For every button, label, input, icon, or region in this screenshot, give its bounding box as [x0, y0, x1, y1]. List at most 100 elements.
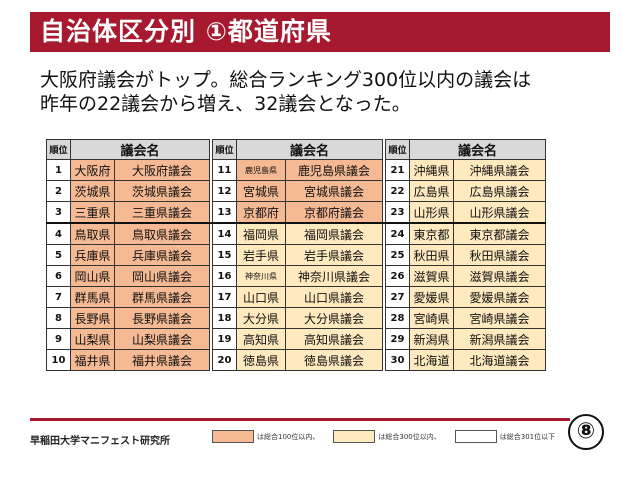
organization-name: 早稲田大学マニフェスト研究所	[30, 436, 170, 447]
rank-cell: 4	[46, 222, 71, 245]
column-gap	[382, 328, 386, 350]
rank-cell: 26	[385, 265, 410, 287]
assembly-cell: 岡山県議会	[114, 265, 210, 287]
assembly-cell: 北海道議会	[453, 349, 546, 371]
legend: は総合100位以内、 は総合300位以内、 は総合301位以下	[212, 430, 569, 443]
prefecture-cell: 群馬県	[70, 286, 115, 308]
table-row: 8 長野県 長野県議会 18 大分県 大分県議会 28 宮崎県 宮崎県議会	[46, 307, 546, 329]
assembly-cell: 新潟県議会	[453, 328, 546, 350]
prefecture-cell: 愛媛県	[409, 286, 454, 308]
prefecture-cell: 北海道	[409, 349, 454, 371]
assembly-cell: 福岡県議会	[285, 222, 383, 245]
rank-header: 順位	[385, 139, 410, 160]
prefecture-cell: 長野県	[70, 307, 115, 329]
column-gap	[382, 180, 386, 202]
column-gap	[209, 349, 213, 371]
column-gap	[209, 244, 213, 266]
table-row: 3 三重県 三重県議会 13 京都府 京都府議会 23 山形県 山形県議会	[46, 201, 546, 224]
prefecture-cell: 茨城県	[70, 180, 115, 202]
table-header-row: 順位 議会名 順位 議会名 順位 議会名	[46, 139, 546, 160]
rank-cell: 19	[212, 328, 237, 350]
column-gap	[382, 349, 386, 371]
column-gap	[209, 180, 213, 202]
assembly-cell: 徳島県議会	[285, 349, 383, 371]
column-gap	[209, 139, 213, 160]
assembly-cell: 群馬県議会	[114, 286, 210, 308]
prefecture-cell: 高知県	[236, 328, 286, 350]
column-gap	[209, 307, 213, 329]
prefecture-cell: 大阪府	[70, 159, 115, 181]
assembly-cell: 神奈川県議会	[285, 265, 383, 287]
rank-cell: 7	[46, 286, 71, 308]
rank-cell: 12	[212, 180, 237, 202]
prefecture-cell: 京都府	[236, 201, 286, 224]
assembly-cell: 山梨県議会	[114, 328, 210, 350]
legend-label-below: は総合301位以下	[499, 432, 556, 441]
assembly-cell: 滋賀県議会	[453, 265, 546, 287]
prefecture-cell: 滋賀県	[409, 265, 454, 287]
column-gap	[209, 265, 213, 287]
assembly-cell: 兵庫県議会	[114, 244, 210, 266]
prefecture-cell: 福岡県	[236, 222, 286, 245]
assembly-cell: 長野県議会	[114, 307, 210, 329]
rank-cell: 14	[212, 222, 237, 245]
prefecture-cell: 宮崎県	[409, 307, 454, 329]
assembly-cell: 高知県議会	[285, 328, 383, 350]
assembly-cell: 東京都議会	[453, 222, 546, 245]
prefecture-cell: 山口県	[236, 286, 286, 308]
column-gap	[209, 286, 213, 308]
column-gap	[382, 159, 386, 181]
rank-cell: 5	[46, 244, 71, 266]
rank-cell: 9	[46, 328, 71, 350]
assembly-cell: 岩手県議会	[285, 244, 383, 266]
prefecture-cell: 鹿児島県	[236, 159, 286, 181]
column-gap	[382, 201, 386, 223]
prefecture-cell: 鳥取県	[70, 222, 115, 245]
assembly-cell: 愛媛県議会	[453, 286, 546, 308]
rank-cell: 28	[385, 307, 410, 329]
rank-cell: 1	[46, 159, 71, 181]
table-row: 1 大阪府 大阪府議会 11 鹿児島県 鹿児島県議会 21 沖縄県 沖縄県議会	[46, 159, 546, 181]
table-row: 4 鳥取県 鳥取県議会 14 福岡県 福岡県議会 24 東京都 東京都議会	[46, 222, 546, 245]
ranking-table: 順位 議会名 順位 議会名 順位 議会名 1 大阪府 大阪府議会 11 鹿児島県 鹿児島県…	[46, 139, 546, 371]
table-row: 9 山梨県 山梨県議会 19 高知県 高知県議会 29 新潟県 新潟県議会	[46, 328, 546, 350]
assembly-cell: 大分県議会	[285, 307, 383, 329]
rank-cell: 18	[212, 307, 237, 329]
column-gap	[382, 286, 386, 308]
assembly-cell: 広島県議会	[453, 180, 546, 202]
slide-title: 自治体区分別 ①都道府県	[30, 12, 610, 52]
table-row: 2 茨城県 茨城県議会 12 宮城県 宮城県議会 22 広島県 広島県議会	[46, 180, 546, 202]
assembly-cell: 福井県議会	[114, 349, 210, 371]
rank-cell: 6	[46, 265, 71, 287]
prefecture-cell: 広島県	[409, 180, 454, 202]
assembly-cell: 鳥取県議会	[114, 222, 210, 245]
column-gap	[209, 328, 213, 350]
rank-cell: 30	[385, 349, 410, 371]
footer-divider	[30, 418, 570, 421]
legend-label-top100: は総合100位以内、	[257, 432, 320, 441]
assembly-cell: 大阪府議会	[114, 159, 210, 181]
table-row: 6 岡山県 岡山県議会 16 神奈川県 神奈川県議会 26 滋賀県 滋賀県議会	[46, 265, 546, 287]
page-number: ⑧	[568, 414, 604, 450]
assembly-cell: 三重県議会	[114, 201, 210, 224]
prefecture-cell: 徳島県	[236, 349, 286, 371]
column-gap	[209, 159, 213, 181]
rank-cell: 25	[385, 244, 410, 266]
rank-cell: 20	[212, 349, 237, 371]
prefecture-cell: 大分県	[236, 307, 286, 329]
prefecture-cell: 東京都	[409, 222, 454, 245]
column-gap	[382, 139, 386, 160]
legend-swatch-below	[454, 430, 497, 443]
rank-cell: 10	[46, 349, 71, 371]
assembly-cell: 沖縄県議会	[453, 159, 546, 181]
rank-cell: 2	[46, 180, 71, 202]
prefecture-cell: 沖縄県	[409, 159, 454, 181]
table-row: 10 福井県 福井県議会 20 徳島県 徳島県議会 30 北海道 北海道議会	[46, 349, 546, 371]
prefecture-cell: 山梨県	[70, 328, 115, 350]
column-gap	[209, 201, 213, 223]
assembly-cell: 茨城県議会	[114, 180, 210, 202]
prefecture-cell: 秋田県	[409, 244, 454, 266]
assembly-cell: 鹿児島県議会	[285, 159, 383, 181]
rank-cell: 23	[385, 201, 410, 224]
column-gap	[382, 222, 386, 245]
